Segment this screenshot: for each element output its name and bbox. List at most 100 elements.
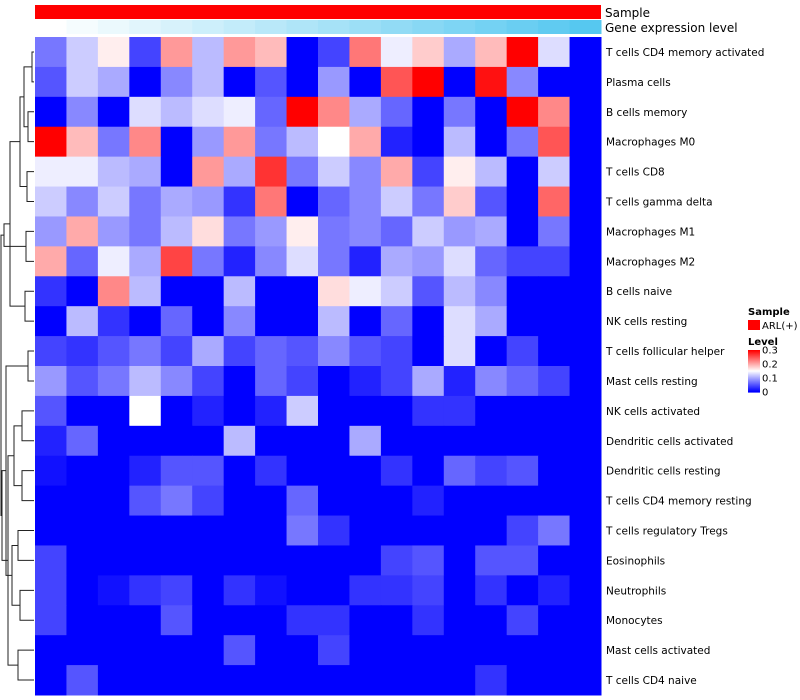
- row-label: Monocytes: [606, 615, 663, 627]
- heatmap-cell: [255, 366, 288, 397]
- heatmap-cell: [255, 515, 288, 546]
- heatmap-cell: [506, 276, 539, 307]
- heatmap-cell: [318, 246, 350, 277]
- expression-level-cell: [475, 20, 508, 34]
- heatmap-cell: [255, 545, 288, 576]
- heatmap-cell: [255, 605, 288, 636]
- heatmap-cell: [349, 246, 382, 277]
- legend-colorbar-segment: [748, 359, 760, 361]
- heatmap-cell: [255, 96, 288, 128]
- heatmap-cell: [129, 635, 162, 666]
- heatmap-cell: [412, 575, 445, 606]
- legend-level-tick: 0.1: [762, 374, 778, 385]
- heatmap-cell: [223, 276, 256, 307]
- heatmap-cell: [35, 276, 67, 307]
- expression-level-cell: [35, 20, 67, 34]
- heatmap-cell: [569, 425, 602, 457]
- heatmap-cell: [318, 37, 350, 68]
- heatmap-cell: [443, 605, 476, 636]
- heatmap-cell: [318, 605, 350, 636]
- heatmap-cell: [286, 37, 319, 68]
- heatmap-cell: [318, 515, 350, 546]
- heatmap-cell: [412, 126, 445, 158]
- heatmap-cell: [286, 336, 319, 367]
- heatmap-cell: [475, 276, 508, 307]
- legend-sample-swatch: [748, 320, 760, 330]
- heatmap-cell: [318, 395, 350, 427]
- heatmap-cell: [443, 156, 476, 188]
- heatmap-cell: [412, 216, 445, 247]
- row-dendrogram: [0, 51, 34, 681]
- heatmap-cell: [160, 126, 193, 158]
- heatmap-cell: [286, 515, 319, 546]
- heatmap-cell: [160, 186, 193, 217]
- heatmap-cell: [412, 665, 445, 696]
- heatmap-cell: [412, 66, 445, 98]
- heatmap-cell: [35, 515, 67, 546]
- heatmap-cell: [223, 126, 256, 158]
- heatmap-cell: [569, 545, 602, 576]
- heatmap-cell: [66, 545, 99, 576]
- heatmap-cell: [538, 126, 571, 158]
- heatmap-cell: [569, 605, 602, 636]
- heatmap-cell: [255, 276, 288, 307]
- heatmap-cell: [255, 186, 288, 217]
- heatmap-cell: [506, 246, 539, 277]
- heatmap-cell: [538, 425, 571, 457]
- heatmap-cell: [506, 37, 539, 68]
- heatmap-cell: [475, 246, 508, 277]
- row-label: NK cells resting: [606, 316, 687, 328]
- heatmap-cell: [35, 96, 67, 128]
- heatmap-cell: [380, 186, 413, 217]
- heatmap-cell: [569, 186, 602, 217]
- heatmap-cell: [412, 455, 445, 487]
- legend-colorbar-segment: [748, 357, 760, 359]
- heatmap-cell: [97, 246, 130, 277]
- legend-colorbar-segment: [748, 387, 760, 389]
- heatmap-cell: [412, 605, 445, 636]
- heatmap-cell: [192, 425, 225, 457]
- heatmap-cell: [443, 96, 476, 128]
- legend-colorbar-segment: [748, 350, 760, 352]
- heatmap-cell: [160, 96, 193, 128]
- heatmap-cell: [569, 37, 602, 68]
- heatmap-cell: [412, 635, 445, 666]
- legend-colorbar-segment: [748, 362, 760, 364]
- expression-track-label: Gene expression level: [605, 21, 738, 35]
- legend-colorbar-segment: [748, 375, 760, 377]
- heatmap-cell: [35, 186, 67, 217]
- heatmap-cell: [255, 246, 288, 277]
- heatmap-cell: [380, 545, 413, 576]
- heatmap-cell: [286, 276, 319, 307]
- heatmap-cell: [286, 366, 319, 397]
- heatmap-cell: [192, 216, 225, 247]
- heatmap-cell: [223, 306, 256, 337]
- heatmap-cell: [443, 545, 476, 576]
- heatmap-cell: [538, 545, 571, 576]
- heatmap-cell: [538, 515, 571, 546]
- expression-level-cell: [66, 20, 99, 34]
- legend-colorbar-segment: [748, 385, 760, 387]
- heatmap-cell: [255, 425, 288, 457]
- heatmap-cell: [35, 156, 67, 188]
- heatmap-cell: [443, 37, 476, 68]
- legend-colorbar-segment: [748, 358, 760, 360]
- heatmap-cell: [223, 246, 256, 277]
- heatmap-cell: [97, 635, 130, 666]
- heatmap-cell: [538, 455, 571, 487]
- heatmap-cell: [160, 246, 193, 277]
- heatmap-cell: [66, 216, 99, 247]
- legend-colorbar-segment: [748, 380, 760, 382]
- legend-colorbar-segment: [748, 364, 760, 366]
- heatmap-cell: [349, 306, 382, 337]
- row-label: Macrophages M0: [606, 137, 695, 149]
- legend-level-tick: 0.3: [762, 346, 778, 357]
- heatmap-cell: [66, 635, 99, 666]
- heatmap-cell: [97, 515, 130, 546]
- heatmap-cell: [35, 395, 67, 427]
- heatmap-cell: [538, 246, 571, 277]
- heatmap-cell: [412, 96, 445, 128]
- heatmap-cell: [475, 156, 508, 188]
- legend-colorbar-segment: [748, 366, 760, 368]
- heatmap-cell: [255, 126, 288, 158]
